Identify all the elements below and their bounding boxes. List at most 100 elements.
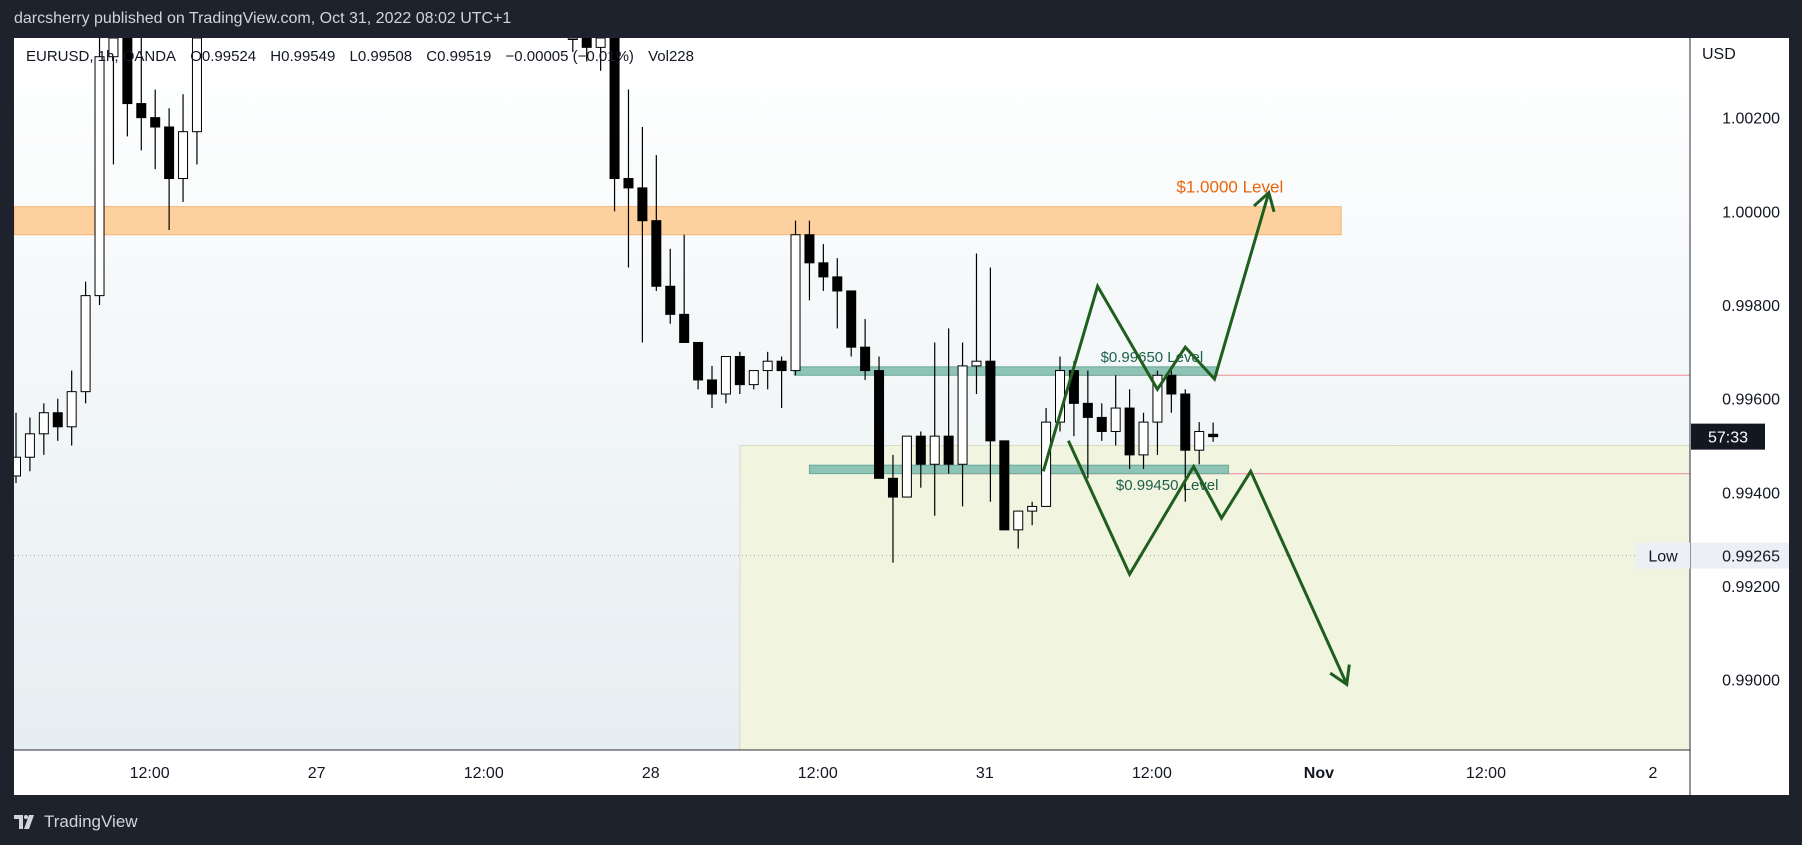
footer-bar xyxy=(0,795,1802,845)
bullish-projection-arrow xyxy=(1041,192,1271,472)
candle xyxy=(136,103,147,119)
candle xyxy=(846,290,857,348)
candle xyxy=(191,38,202,133)
volume-value: Vol228 xyxy=(648,48,694,65)
candle xyxy=(595,38,606,48)
candle xyxy=(818,262,829,278)
candle xyxy=(1082,402,1093,418)
candle xyxy=(915,435,926,465)
y-tick-label[interactable]: 0.99400 xyxy=(1722,485,1780,502)
bullish-projection-arrow-head xyxy=(1252,189,1276,213)
candle xyxy=(52,412,63,428)
candle xyxy=(108,38,119,58)
x-tick-label[interactable]: 2 xyxy=(1649,765,1658,782)
candle xyxy=(999,440,1010,531)
candle xyxy=(637,187,648,222)
candle xyxy=(971,360,982,367)
candle xyxy=(943,435,954,465)
low-value-badge xyxy=(1691,542,1789,569)
candle xyxy=(665,285,676,315)
tradingview-logo[interactable]: TradingView xyxy=(14,812,138,832)
x-tick-label[interactable]: 12:00 xyxy=(464,765,504,782)
candle xyxy=(581,38,592,48)
low-label: Low xyxy=(1648,549,1678,566)
y-tick-label[interactable]: 0.99200 xyxy=(1722,579,1780,596)
bearish-projection-arrow-head xyxy=(1329,664,1351,688)
candle xyxy=(1180,393,1191,451)
x-tick-label[interactable]: 12:00 xyxy=(798,765,838,782)
y-tick-label[interactable]: 0.99800 xyxy=(1722,298,1780,315)
bearish-projection-arrow xyxy=(1067,440,1349,686)
candle xyxy=(1194,430,1205,451)
countdown-badge xyxy=(1691,423,1765,450)
level-label-1: $1.0000 Level xyxy=(1176,178,1283,197)
level-label-2: $0.99650 Level xyxy=(1101,349,1204,366)
candle xyxy=(985,360,996,442)
zone-box xyxy=(793,366,1218,376)
candle xyxy=(720,356,731,395)
candle xyxy=(24,433,35,458)
currency-label[interactable]: USD xyxy=(1702,46,1736,63)
candle xyxy=(609,38,620,180)
publish-header: darcsherry published on TradingView.com,… xyxy=(0,0,1802,38)
x-tick-label[interactable]: 28 xyxy=(642,765,660,782)
candle xyxy=(762,360,773,372)
candle xyxy=(776,360,787,372)
symbol-label[interactable]: EURUSD, 1h, OANDA xyxy=(26,48,177,65)
candle xyxy=(1208,433,1219,438)
low-value-label: 0.99265 xyxy=(1722,549,1780,566)
x-tick-label[interactable]: 31 xyxy=(976,765,994,782)
y-tick-label[interactable]: 0.99000 xyxy=(1722,673,1780,690)
x-tick-label[interactable]: 12:00 xyxy=(130,765,170,782)
candle xyxy=(623,178,634,189)
high-value: H0.99549 xyxy=(270,48,336,65)
candle xyxy=(567,38,578,40)
candle xyxy=(80,295,91,393)
candle xyxy=(1152,374,1163,423)
open-value: O0.99524 xyxy=(190,48,257,65)
candle xyxy=(1013,510,1024,531)
candle xyxy=(66,391,77,428)
candle xyxy=(734,356,745,386)
x-tick-label[interactable]: 12:00 xyxy=(1132,765,1172,782)
candle xyxy=(164,126,175,180)
low-value: L0.99508 xyxy=(349,48,413,65)
candle xyxy=(38,412,49,435)
y-tick-label[interactable]: 0.99600 xyxy=(1722,392,1780,409)
close-value: C0.99519 xyxy=(426,48,492,65)
candle xyxy=(1124,407,1135,456)
zone-box xyxy=(14,206,1342,236)
y-tick-label[interactable]: 1.00200 xyxy=(1722,111,1780,128)
candle xyxy=(679,313,690,343)
candle xyxy=(707,379,717,395)
brand-text: TradingView xyxy=(44,812,138,831)
time-axis-background xyxy=(14,750,1690,795)
level-label-3: $0.99450 Level xyxy=(1116,477,1219,494)
candle xyxy=(651,220,662,287)
y-tick-label[interactable]: 1.00000 xyxy=(1722,204,1780,221)
x-tick-label[interactable]: 27 xyxy=(308,765,326,782)
candle xyxy=(1166,374,1177,395)
low-badge xyxy=(1636,542,1690,569)
candle xyxy=(832,276,843,292)
candle xyxy=(748,370,759,386)
candle xyxy=(1096,416,1107,432)
candle xyxy=(957,365,968,465)
chart-area[interactable]: $1.0000 Level $0.99650 Level $0.99450 Leve… xyxy=(14,38,1789,795)
range-box xyxy=(739,445,1691,751)
candle xyxy=(1138,421,1149,456)
candle xyxy=(929,435,940,465)
zone-box xyxy=(808,464,1229,475)
x-tick-label[interactable]: Nov xyxy=(1304,765,1334,782)
candle xyxy=(1110,407,1121,432)
candle xyxy=(887,477,898,498)
candle xyxy=(874,370,885,479)
candle xyxy=(178,131,189,180)
price-chart[interactable]: $1.0000 Level $0.99650 Level $0.99450 Leve… xyxy=(14,38,1789,795)
ohlc-legend: EURUSD, 1h, OANDA O0.99524 H0.99549 L0.9… xyxy=(26,48,704,65)
candle xyxy=(122,38,133,105)
candle xyxy=(693,341,704,381)
price-axis-background xyxy=(1690,38,1789,795)
x-tick-label[interactable]: 12:00 xyxy=(1466,765,1506,782)
countdown-label: 57:33 xyxy=(1708,430,1748,447)
